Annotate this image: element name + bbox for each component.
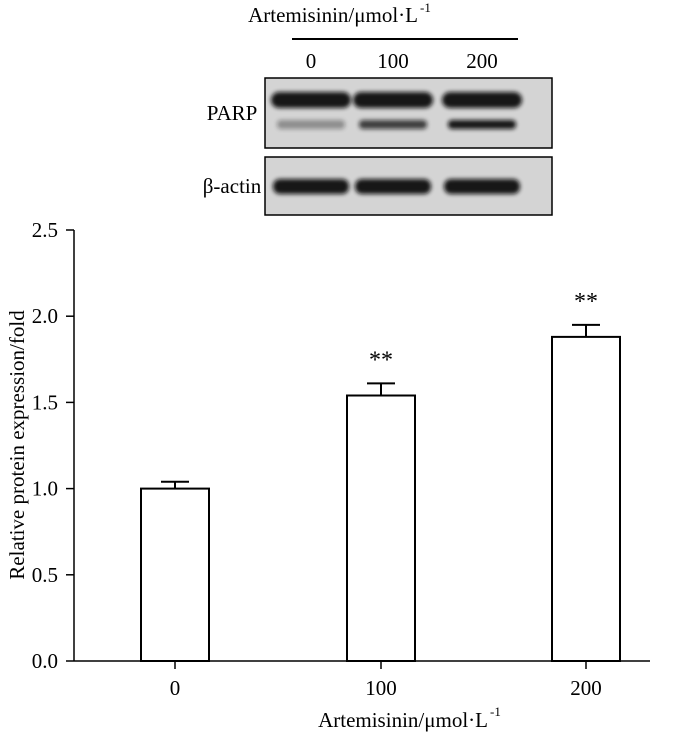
y-tick-label: 1.5 bbox=[32, 390, 58, 414]
bar bbox=[346, 394, 416, 662]
blot-lane-label: 0 bbox=[306, 49, 317, 73]
blot-treatment-label-superscript: -1 bbox=[420, 0, 431, 15]
y-tick-label: 0.0 bbox=[32, 649, 58, 673]
y-tick-label: 2.5 bbox=[32, 218, 58, 242]
blot-panels: PARP β-actin bbox=[203, 77, 553, 216]
blot-band bbox=[448, 120, 516, 129]
blot-band bbox=[271, 92, 351, 108]
blot-band bbox=[273, 179, 349, 194]
significance-label: ** bbox=[369, 347, 393, 373]
bar bbox=[140, 487, 210, 662]
blot-band bbox=[355, 179, 431, 194]
x-tick-label: 100 bbox=[365, 676, 397, 700]
blot-panel-beta-actin: β-actin bbox=[203, 156, 553, 216]
blot-band bbox=[277, 120, 345, 129]
y-tick-label: 2.0 bbox=[32, 304, 58, 328]
x-axis-title-superscript: -1 bbox=[490, 704, 501, 719]
bar-chart: 0.0 0.5 1.0 1.5 2.0 2.5 ** ** 0 100 200 Relative… bbox=[5, 218, 650, 732]
blot-band bbox=[444, 179, 520, 194]
y-tick-label: 1.0 bbox=[32, 477, 58, 501]
x-axis-ticks: 0 100 200 bbox=[170, 661, 602, 700]
blot-panel-frame bbox=[264, 77, 553, 149]
blot-band bbox=[442, 92, 522, 108]
y-axis-title: Relative protein expression/fold bbox=[5, 310, 29, 580]
blot-lane-label: 200 bbox=[466, 49, 498, 73]
blot-panel-parp: PARP bbox=[207, 77, 553, 149]
x-tick-label: 200 bbox=[570, 676, 602, 700]
bar-group: ** bbox=[346, 347, 416, 662]
blot-lane-label: 100 bbox=[377, 49, 409, 73]
blot-row-label: β-actin bbox=[203, 174, 262, 198]
x-tick-label: 0 bbox=[170, 676, 181, 700]
y-axis-ticks: 0.0 0.5 1.0 1.5 2.0 2.5 bbox=[32, 218, 74, 673]
y-tick-label: 0.5 bbox=[32, 563, 58, 587]
x-axis-title: Artemisinin/μmol·L bbox=[318, 708, 488, 732]
bar-group bbox=[140, 480, 210, 662]
blot-band bbox=[359, 120, 427, 129]
blot-treatment-label: Artemisinin/μmol·L bbox=[248, 3, 418, 27]
bar bbox=[551, 335, 621, 662]
blot-lane-labels: 0 100 200 bbox=[306, 49, 498, 73]
significance-label: ** bbox=[574, 289, 598, 315]
bar-group: ** bbox=[551, 289, 621, 662]
blot-row-label: PARP bbox=[207, 101, 258, 125]
bars: ** ** bbox=[140, 289, 621, 662]
blot-band bbox=[353, 92, 433, 108]
